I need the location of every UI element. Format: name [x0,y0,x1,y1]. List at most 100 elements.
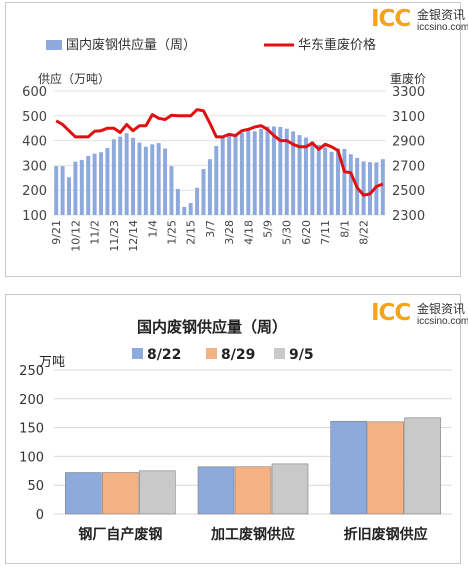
supply-bar [284,128,289,215]
supply-bar [67,177,71,215]
left-tick-label: 500 [22,110,47,125]
y-tick-label: 100 [19,450,44,465]
y-tick-label: 0 [36,508,44,523]
supply-bar [335,148,340,215]
supply-bar [214,146,219,215]
supply-bar [73,161,78,215]
supply-bar [150,144,155,215]
supply-bar [310,141,315,215]
legend-label-8-22: 8/22 [147,347,181,363]
supply-bar [239,132,244,215]
right-axis-title: 重废价 [390,71,426,86]
supply-bar [169,166,174,215]
category-label: 折旧废钢供应 [344,526,428,543]
supply-bar [99,152,104,215]
supply-bar [60,166,65,215]
supply-bar [131,137,136,215]
supply-bar [79,159,84,215]
right-tick-label: 2500 [392,184,425,199]
legend-bar-label: 国内废钢供应量（周） [66,37,196,53]
right-tick-label: 2700 [392,159,425,174]
legend-bar-swatch [46,40,62,50]
x-tick-label: 3/28 [223,220,236,245]
y-tick-label: 200 [19,393,44,408]
x-tick-label: 3/7 [204,220,217,238]
x-tick-label: 8/1 [338,220,351,238]
left-tick-label: 400 [22,135,47,150]
right-tick-label: 3300 [392,85,425,100]
left-tick-label: 200 [22,184,47,199]
logo-url: iccsino.com [417,22,468,33]
combo-chart: 国内废钢供应量（周） 华东重废价格 供应（万吨） 重废价 600 500 400 30… [22,37,426,252]
supply-bar [297,135,302,215]
x-tick-label: 8/22 [358,220,371,245]
grouped-bar-chart: 国内废钢供应量（周） 万吨 8/22 8/29 9/5 250 200 150 100… [19,318,452,543]
x-tick-label: 5/30 [281,220,294,245]
y-tick-label: 250 [19,364,44,379]
legend-swatch-9-5 [274,348,285,359]
bar-8-22 [197,466,235,515]
supply-bar [271,126,276,215]
brand-logo: ICC 金银资讯 iccsino.com [371,6,468,33]
legend-swatch-8-29 [206,348,217,359]
supply-bar [54,166,59,215]
left-tick-label: 100 [22,209,47,224]
y-tick-label: 50 [27,479,44,494]
chart-title: 国内废钢供应量（周） [137,318,287,336]
left-tick-label: 300 [22,159,47,174]
supply-bar [252,131,257,215]
x-tick-label: 10/12 [69,220,82,252]
supply-bar [182,206,187,215]
bar-9-5 [404,417,441,515]
x-tick-label: 4/18 [242,220,255,245]
supply-bar [380,159,385,215]
supply-bar [163,148,168,215]
logo-mark: ICC [371,6,411,32]
x-tick-label: 9/21 [50,220,63,245]
supply-bar [227,134,232,215]
supply-bar [207,159,212,215]
supply-bar [291,131,296,215]
legend-swatch-8-22 [132,348,143,359]
bar-8-29 [234,466,272,515]
supply-bar [323,147,328,215]
category-label: 钢厂自产废钢 [78,526,162,543]
x-tick-label: 1/25 [165,220,178,245]
supply-bar [124,133,129,215]
x-tick-label: 1/4 [146,220,159,238]
x-tick-label: 7/11 [319,220,332,245]
supply-bar [342,149,347,215]
supply-bar [111,139,116,215]
supply-bar [303,137,308,215]
right-tick-label: 2900 [392,135,425,150]
legend-label-8-29: 8/29 [221,347,255,363]
logo-cn-name: 金银资讯 [417,302,466,316]
bar-9-5 [271,463,309,515]
supply-bar [105,148,110,215]
bar-8-22 [65,472,102,515]
unit-label: 万吨 [39,355,65,370]
supply-bar [259,128,264,215]
x-tick-label: 12/14 [127,220,140,252]
supply-bar [156,143,161,215]
legend-line-label: 华东重废价格 [298,37,376,53]
supply-bar [220,137,225,215]
supply-bar [368,162,372,215]
supply-bar [233,135,238,215]
supply-bar [137,142,142,215]
x-tick-label: 2/15 [185,220,198,245]
x-tick-label: 11/23 [108,220,121,252]
supply-bar [265,126,270,215]
supply-bar [278,126,283,215]
legend-label-9-5: 9/5 [289,347,314,363]
bar-8-29 [102,472,139,515]
supply-bar [118,136,123,215]
category-label: 加工废钢供应 [210,526,295,543]
right-tick-label: 3100 [392,110,425,125]
combo-chart-panel: 国内废钢供应量（周） 华东重废价格 供应（万吨） 重废价 600 500 400 30… [5,2,468,277]
price-line [55,108,384,197]
bar-8-29 [367,421,404,515]
supply-bar [175,188,180,215]
x-tick-label: 6/20 [300,220,313,245]
logo-mark: ICC [371,300,411,326]
